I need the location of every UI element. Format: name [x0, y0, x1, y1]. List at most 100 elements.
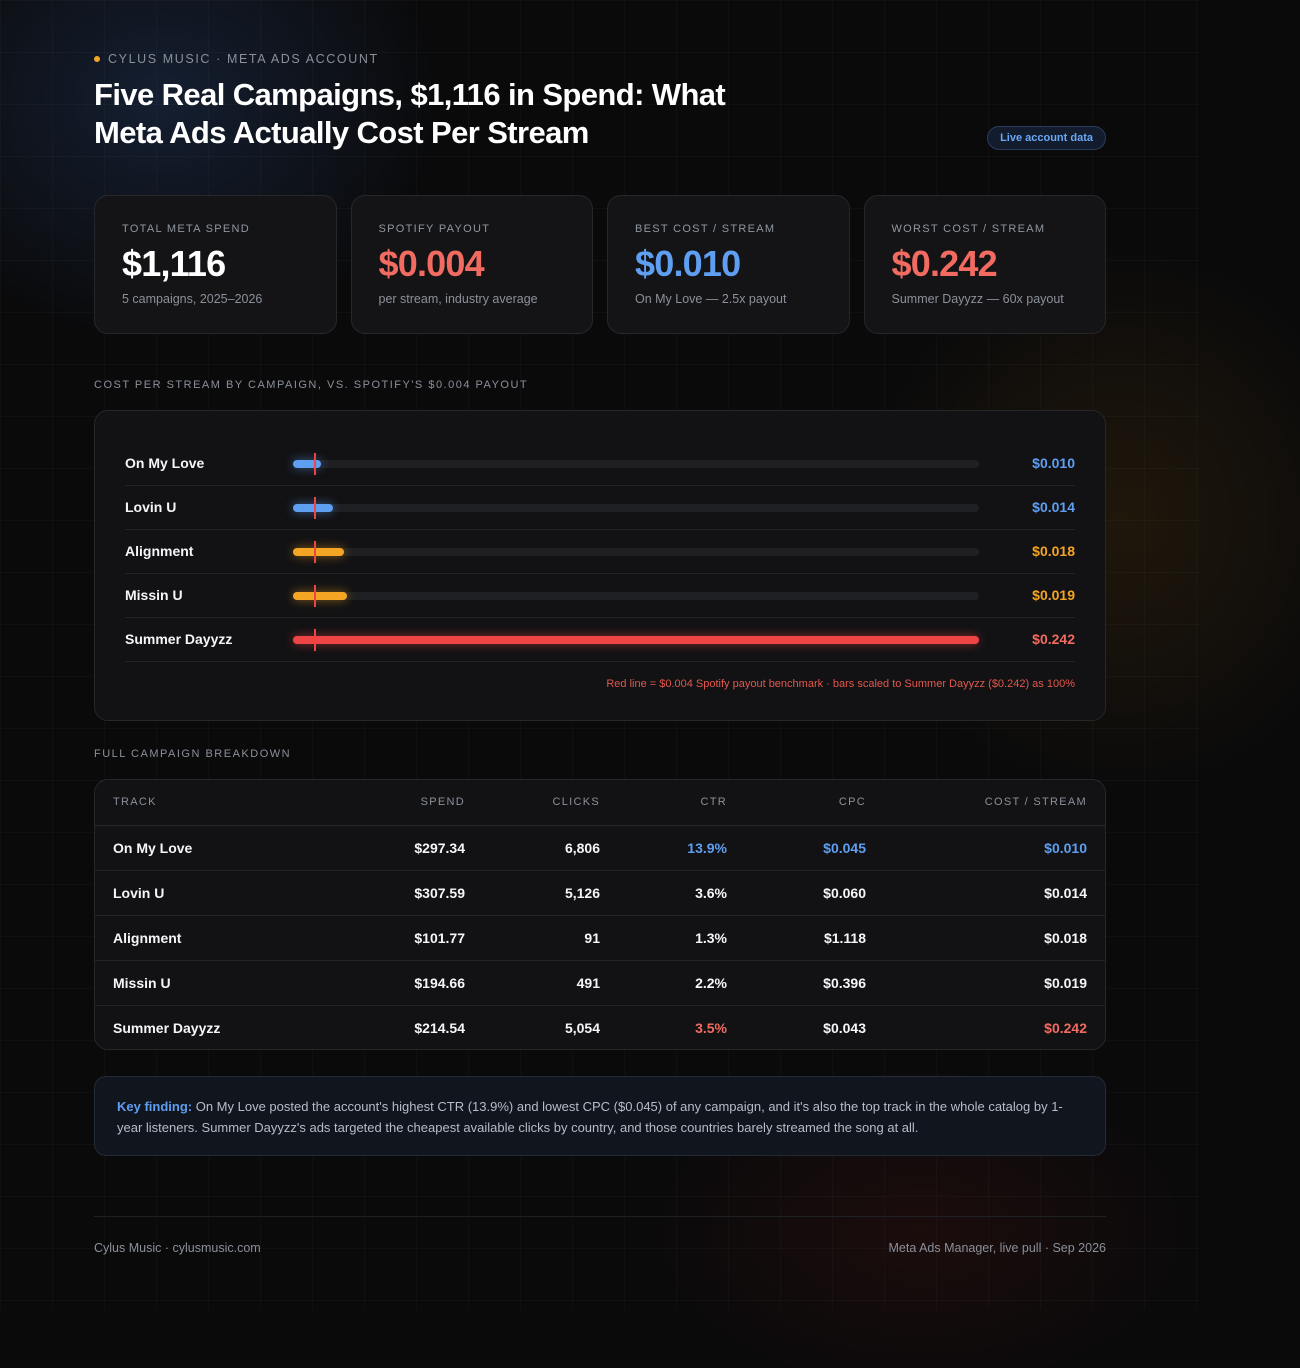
bar [293, 504, 333, 512]
cell-ctr: 3.5% [695, 1019, 727, 1036]
page-title-line-2: Meta Ads Actually Cost Per Stream [94, 115, 589, 150]
cell-cpc: $0.045 [727, 825, 866, 871]
benchmark-line [314, 541, 317, 563]
stat-sub: per stream, industry average [378, 292, 538, 306]
cell-spend: $214.54 [414, 1019, 465, 1036]
cell-clicks: 91 [465, 915, 600, 961]
key-finding-text: On My Love posted the account's highest … [117, 1099, 1063, 1135]
bar-track [293, 497, 979, 519]
stat-sub: On My Love — 2.5x payout [635, 292, 787, 306]
table-row: Missin U $194.66 491 2.2% $0.396 $0.019 [95, 960, 1105, 1006]
cell-track: Missin U [95, 960, 345, 1006]
cell-clicks: 491 [465, 960, 600, 1006]
stat-sub: Summer Dayyzz — 60x payout [891, 292, 1064, 306]
bar-track [293, 629, 979, 651]
bar-label: Missin U [125, 587, 183, 603]
live-data-badge: Live account data [987, 126, 1106, 150]
table-section-label: FULL CAMPAIGN BREAKDOWN [94, 748, 292, 760]
col-header-spend: SPEND [345, 780, 465, 826]
cell-cpc: $0.396 [727, 960, 866, 1006]
bar-label: Lovin U [125, 499, 177, 515]
bar-value-label: $0.242 [1032, 631, 1075, 647]
table-row: Alignment $101.77 91 1.3% $1.118 $0.018 [95, 915, 1105, 961]
eyebrow-text: CYLUS MUSIC · META ADS ACCOUNT [108, 52, 379, 66]
col-header-cost-per-stream: COST / STREAM [866, 780, 1105, 826]
table-row: On My Love $297.34 6,806 13.9% $0.045 $0… [95, 825, 1105, 871]
benchmark-line [314, 585, 317, 607]
cell-spend: $307.59 [345, 870, 465, 916]
eyebrow: CYLUS MUSIC · META ADS ACCOUNT [94, 52, 379, 66]
benchmark-line [314, 453, 317, 475]
cell-ctr: 3.6% [600, 870, 727, 916]
stat-label: BEST COST / STREAM [635, 223, 776, 235]
stat-card-spotify-payout: SPOTIFY PAYOUT $0.004 per stream, indust… [350, 195, 593, 334]
cell-ctr: 1.3% [600, 915, 727, 961]
stat-value: $1,116 [122, 243, 226, 284]
stat-card-best-cost: BEST COST / STREAM $0.010 On My Love — 2… [607, 195, 850, 334]
status-dot-icon [94, 56, 100, 62]
bar-value-label: $0.019 [1032, 587, 1075, 603]
cell-cpc: $0.043 [823, 1019, 866, 1036]
cell-clicks: 6,806 [465, 825, 600, 871]
bar [293, 592, 347, 600]
bar-label: Alignment [125, 543, 194, 559]
stat-value: $0.242 [891, 243, 998, 284]
bar [293, 636, 979, 644]
campaign-table: TRACK SPEND CLICKS CTR CPC COST / STREAM… [94, 779, 1106, 1050]
cell-cost-per-stream: $0.019 [866, 960, 1105, 1006]
stat-label: SPOTIFY PAYOUT [378, 223, 491, 235]
key-finding-callout: Key finding: On My Love posted the accou… [94, 1076, 1106, 1156]
cell-ctr: 2.2% [600, 960, 727, 1006]
cell-track: Alignment [95, 915, 345, 961]
bar-track [293, 541, 979, 563]
bar-value-label: $0.018 [1032, 543, 1075, 559]
cell-cost-per-stream: $0.010 [866, 825, 1105, 871]
stat-cards: TOTAL META SPEND $1,116 5 campaigns, 202… [94, 195, 1106, 334]
cell-track: On My Love [95, 825, 345, 871]
table-row: Lovin U $307.59 5,126 3.6% $0.060 $0.014 [95, 870, 1105, 916]
bar [293, 548, 345, 556]
bar-label: Summer Dayyzz [125, 631, 233, 647]
col-header-ctr: CTR [600, 780, 727, 826]
cell-cpc: $1.118 [727, 915, 866, 961]
cell-ctr: 13.9% [600, 825, 727, 871]
cell-track: Summer Dayyzz [113, 1019, 221, 1036]
footer-source: Meta Ads Manager, live pull · Sep 2026 [888, 1241, 1107, 1255]
bar-row: Missin U $0.019 [125, 574, 1075, 618]
bar [293, 460, 322, 468]
col-header-cpc: CPC [727, 780, 866, 826]
stat-sub: 5 campaigns, 2025–2026 [122, 292, 263, 306]
stat-label: TOTAL META SPEND [122, 223, 250, 235]
col-header-clicks: CLICKS [465, 780, 600, 826]
bar-track [293, 585, 979, 607]
cell-track: Lovin U [95, 870, 345, 916]
footer-divider [94, 1216, 1106, 1217]
cell-cpc: $0.060 [727, 870, 866, 916]
stat-value: $0.004 [378, 243, 485, 284]
bar-row: On My Love $0.010 [125, 442, 1075, 486]
benchmark-line [314, 629, 317, 651]
page-title-line-1: Five Real Campaigns, $1,116 in Spend: Wh… [94, 77, 726, 112]
cell-spend: $194.66 [345, 960, 465, 1006]
cell-spend: $101.77 [345, 915, 465, 961]
stat-card-worst-cost: WORST COST / STREAM $0.242 Summer Dayyzz… [863, 195, 1106, 334]
page-title: Five Real Campaigns, $1,116 in Spend: Wh… [94, 76, 794, 152]
table-header-row: TRACK SPEND CLICKS CTR CPC COST / STREAM [95, 780, 1105, 826]
stat-card-total-spend: TOTAL META SPEND $1,116 5 campaigns, 202… [94, 195, 337, 334]
chart-note: Red line = $0.004 Spotify payout benchma… [606, 678, 1075, 690]
cell-clicks: 5,126 [465, 870, 600, 916]
cell-clicks: 5,054 [564, 1019, 600, 1036]
cell-cost-per-stream: $0.014 [866, 870, 1105, 916]
bar-row: Summer Dayyzz $0.242 [125, 618, 1075, 662]
bar-label: On My Love [125, 455, 205, 471]
footer-credit: Cylus Music · cylusmusic.com [94, 1241, 261, 1255]
stat-label: WORST COST / STREAM [891, 223, 1046, 235]
benchmark-line [314, 497, 317, 519]
bar-value-label: $0.014 [1032, 499, 1075, 515]
cost-per-stream-chart: Red line = $0.004 Spotify payout benchma… [94, 410, 1106, 721]
cell-cost-per-stream: $0.242 [1044, 1019, 1087, 1036]
chart-section-label: COST PER STREAM BY CAMPAIGN, VS. SPOTIFY… [94, 379, 529, 391]
table-row: Summer Dayyzz $214.54 5,054 3.5% $0.043 … [95, 1005, 1105, 1049]
bar-row: Lovin U $0.014 [125, 486, 1075, 530]
stat-value: $0.010 [635, 243, 741, 284]
